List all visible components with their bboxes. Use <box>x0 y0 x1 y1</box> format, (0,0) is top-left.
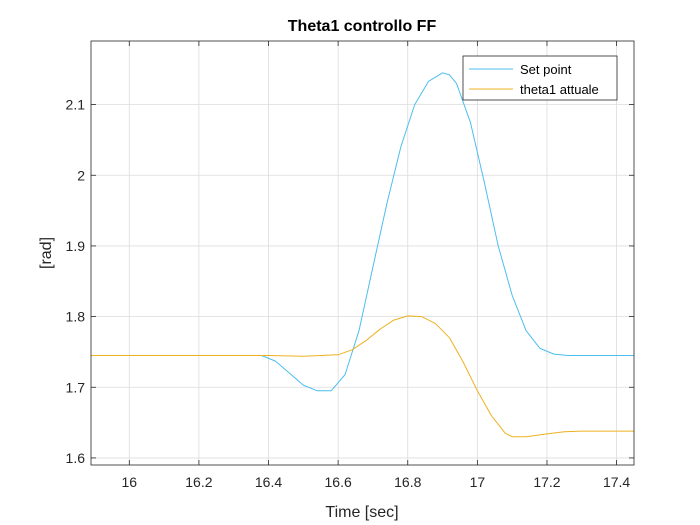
x-tick-label: 16.2 <box>185 474 212 490</box>
series-line-theta1-attuale <box>91 315 634 438</box>
x-tick-label: 17.2 <box>533 474 560 490</box>
y-tick-label: 2.1 <box>66 97 86 113</box>
legend-label-theta1-attuale: theta1 attuale <box>520 82 599 97</box>
y-tick-label: 1.6 <box>66 450 86 466</box>
x-tick-label: 16.6 <box>325 474 352 490</box>
y-axis-label: [rad] <box>38 237 55 269</box>
x-tick-label: 17.4 <box>603 474 630 490</box>
y-tick-label: 1.8 <box>66 309 86 325</box>
x-tick-label: 17 <box>470 474 486 490</box>
y-tick-label: 1.7 <box>66 379 86 395</box>
y-tick-label: 2 <box>77 167 85 183</box>
y-ticks: 1.6 1.7 1.8 1.9 2 2.1 <box>66 97 634 466</box>
x-tick-label: 16 <box>121 474 137 490</box>
y-tick-label: 1.9 <box>66 238 86 254</box>
plot-area <box>91 41 634 465</box>
x-axis-label: Time [sec] <box>325 504 398 521</box>
series-lines <box>91 72 634 438</box>
chart-title: Theta1 controllo FF <box>288 18 437 35</box>
x-tick-label: 16.8 <box>394 474 421 490</box>
x-tick-label: 16.4 <box>255 474 282 490</box>
plot-frame <box>90 40 635 466</box>
legend: Set point theta1 attuale <box>462 55 618 101</box>
legend-box <box>462 55 618 101</box>
series-line-set-point <box>91 72 634 392</box>
x-ticks: 16 16.2 16.4 16.6 16.8 17 17.2 17.4 <box>121 41 630 490</box>
legend-label-set-point: Set point <box>520 62 572 77</box>
